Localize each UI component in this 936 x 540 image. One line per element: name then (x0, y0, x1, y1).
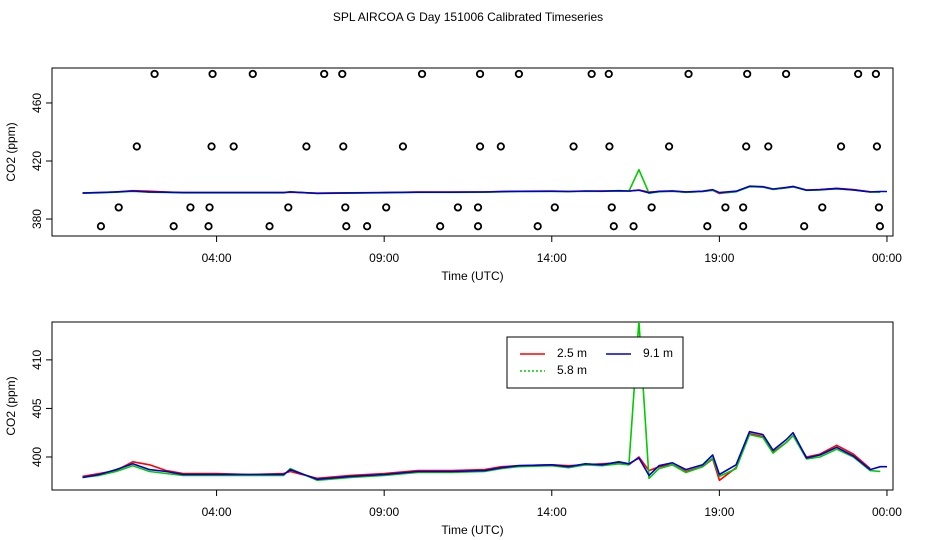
flag-point (605, 142, 614, 151)
flag-point (417, 69, 427, 79)
flag-point (836, 142, 846, 151)
data-line (82, 185, 887, 195)
plot-frame (51, 321, 894, 491)
x-tick-label: 04:00 (202, 505, 232, 519)
flag-point (514, 69, 524, 79)
flag-point (742, 142, 751, 151)
flag-point (721, 203, 730, 212)
flag-point (703, 222, 712, 231)
flag-point (874, 203, 884, 212)
y-axis-label: CO2 (ppm) (4, 376, 18, 435)
lines (82, 168, 887, 195)
flag-point (781, 69, 791, 79)
flag-point (186, 203, 195, 212)
flag-point (436, 222, 445, 231)
flag-point (587, 69, 596, 79)
panel: 380 420 460 04:00 09:00 14:00 19:00 00:00 Time (… (4, 67, 902, 283)
figure-title: SPL AIRCOA G Day 151006 Calibrated Times… (333, 10, 603, 24)
x-tick-label: 00:00 (872, 251, 902, 265)
flag-point (871, 69, 881, 79)
y-axis-label: CO2 (ppm) (4, 122, 18, 181)
flag-point (205, 203, 214, 212)
flag-point (475, 69, 485, 79)
flag-point (604, 69, 613, 79)
x-tick-label: 14:00 (537, 505, 567, 519)
data-line (82, 168, 881, 195)
flag-point (169, 222, 178, 231)
flag-point (248, 69, 257, 79)
x-tick-label: 14:00 (537, 251, 567, 265)
flag-point (764, 142, 773, 151)
flag-point (132, 142, 141, 151)
flag-point (302, 142, 311, 151)
flag-point (284, 203, 293, 212)
flag-point (339, 142, 348, 151)
data-line (82, 432, 871, 482)
flag-point (382, 203, 391, 212)
flag-point (114, 203, 123, 212)
legend-label: 9.1 m (643, 346, 673, 360)
x-tick-label: 19:00 (704, 251, 734, 265)
y-tick-label: 410 (30, 350, 44, 370)
data-line (82, 322, 881, 482)
flag-point (96, 222, 106, 231)
flag-point (496, 142, 505, 151)
flag-point (338, 69, 347, 79)
data-line (82, 430, 887, 481)
flag-point (629, 222, 638, 231)
flag-point (684, 69, 693, 79)
y-tick-label: 405 (30, 398, 44, 418)
flag-point (204, 222, 213, 231)
y-tick-label: 380 (30, 209, 44, 229)
flag-point (872, 142, 882, 151)
flag-point (453, 203, 463, 212)
flag-point (739, 222, 748, 231)
flag-point (875, 222, 885, 231)
flag-point (818, 203, 827, 212)
flag-point (800, 222, 809, 231)
flag-point (475, 142, 485, 151)
flag-point (265, 222, 274, 231)
flag-point (398, 142, 408, 151)
flag-point (550, 203, 559, 212)
x-tick-label: 00:00 (872, 505, 902, 519)
legend-box (506, 336, 684, 389)
y-tick-label: 420 (30, 151, 44, 171)
flag-point (569, 142, 578, 151)
x-tick-label: 19:00 (704, 505, 734, 519)
flag-point (609, 222, 618, 231)
legend-label: 2.5 m (557, 346, 587, 360)
flag-point (207, 142, 216, 151)
y-tick-label: 460 (30, 93, 44, 113)
x-tick-label: 09:00 (369, 251, 399, 265)
flag-point (229, 142, 238, 151)
x-tick-label: 04:00 (202, 251, 232, 265)
legend-label: 5.8 m (557, 363, 587, 377)
flag-point (739, 203, 748, 212)
flag-point (647, 203, 656, 212)
x-tick-label: 09:00 (369, 505, 399, 519)
flag-point (362, 222, 372, 231)
flag-point (342, 222, 351, 231)
plot-frame (51, 67, 894, 237)
flag-point (320, 69, 329, 79)
x-axis-label: Time (UTC) (441, 269, 503, 283)
lines (82, 322, 887, 482)
flag-point (854, 69, 863, 79)
flag-point (664, 142, 674, 151)
flag-point (208, 69, 217, 79)
x-axis-label: Time (UTC) (441, 523, 503, 537)
flag-point (150, 69, 159, 79)
flag-point (473, 203, 483, 212)
flag-point (473, 222, 483, 231)
flag-point (743, 69, 752, 79)
panel: 400 405 410 04:00 09:00 14:00 19:00 00:00 Time (… (4, 321, 902, 537)
flag-point (533, 222, 542, 231)
y-tick-label: 400 (30, 447, 44, 467)
flag-point (341, 203, 350, 212)
flag-point (607, 203, 616, 212)
